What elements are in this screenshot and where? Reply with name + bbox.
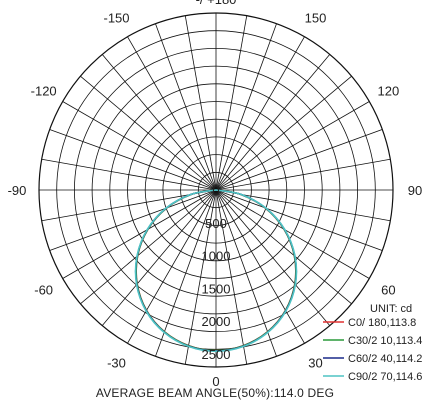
- grid-spoke-300: [62, 189, 217, 279]
- grid-spoke-290: [49, 189, 217, 251]
- angle-labels: -/ +180 150 120 90 60 30 0 -30 -60 -90 -120 -150: [8, 0, 423, 389]
- grid-spoke-150: [215, 36, 305, 191]
- grid-spoke-260: [41, 158, 217, 191]
- legend: C0/ 180,113.8 C30/2 10,113.4 C60/2 40,114.…: [323, 317, 422, 383]
- angle-label-180: -/ +180: [196, 0, 237, 7]
- grid-spoke-50: [215, 189, 352, 305]
- grid-spoke-250: [49, 129, 217, 191]
- radial-tick-labels: 0 500 1000 1500 2000 2500: [202, 183, 231, 362]
- grid-spoke-140: [215, 54, 331, 191]
- grid-spoke-10: [215, 189, 248, 365]
- unit-label: UNIT: cd: [370, 303, 412, 315]
- angle-label-120: 120: [377, 84, 399, 99]
- grid-spoke-200: [155, 23, 217, 191]
- grid-spoke-120: [215, 101, 370, 191]
- series-curves: [134, 189, 298, 353]
- angular-grid-spokes: [39, 13, 393, 367]
- grid-spoke-160: [215, 23, 277, 191]
- grid-spoke-100: [215, 158, 391, 191]
- grid-spoke-170: [215, 15, 248, 191]
- angle-label-90: 90: [408, 183, 422, 198]
- series-curve-3: [134, 189, 298, 353]
- grid-spoke-320: [101, 189, 217, 326]
- grid-spoke-210: [127, 36, 217, 191]
- radial-tick-label-2500: 2500: [202, 347, 231, 362]
- grid-spoke-240: [62, 101, 217, 191]
- radial-tick-label-0: 0: [212, 183, 219, 198]
- grid-spoke-130: [215, 75, 352, 191]
- grid-spoke-110: [215, 129, 383, 191]
- grid-spoke-190: [184, 15, 217, 191]
- legend-label-2: C60/2 40,114.2: [348, 353, 422, 365]
- grid-spoke-220: [101, 54, 217, 191]
- angle-label-neg30: -30: [107, 355, 126, 370]
- legend-label-3: C90/2 70,114.6: [348, 371, 422, 383]
- angle-label-neg60: -60: [34, 283, 53, 298]
- angle-label-30: 30: [308, 355, 322, 370]
- grid-spoke-230: [80, 75, 217, 191]
- grid-spoke-70: [215, 189, 383, 251]
- grid-spoke-40: [215, 189, 331, 326]
- grid-spoke-60: [215, 189, 370, 279]
- grid-spoke-330: [127, 189, 217, 344]
- radial-tick-label-2000: 2000: [202, 314, 231, 329]
- radial-tick-label-500: 500: [205, 216, 227, 231]
- angle-label-neg150: -150: [103, 11, 129, 26]
- angle-label-60: 60: [381, 283, 395, 298]
- radial-tick-label-1500: 1500: [202, 281, 231, 296]
- angle-label-neg90: -90: [8, 183, 27, 198]
- grid-spoke-20: [215, 189, 277, 357]
- grid-spoke-350: [184, 189, 217, 365]
- grid-spoke-310: [80, 189, 217, 305]
- grid-spoke-340: [155, 189, 217, 357]
- legend-label-0: C0/ 180,113.8: [348, 317, 416, 329]
- grid-spoke-30: [215, 189, 305, 344]
- legend-label-1: C30/2 10,113.4: [348, 335, 422, 347]
- angle-label-neg120: -120: [31, 84, 57, 99]
- beam-angle-caption: AVERAGE BEAM ANGLE(50%):114.0 DEG: [96, 386, 334, 400]
- radial-tick-label-1000: 1000: [202, 249, 231, 264]
- angle-label-0: 0: [212, 374, 219, 389]
- angle-label-150: 150: [305, 11, 327, 26]
